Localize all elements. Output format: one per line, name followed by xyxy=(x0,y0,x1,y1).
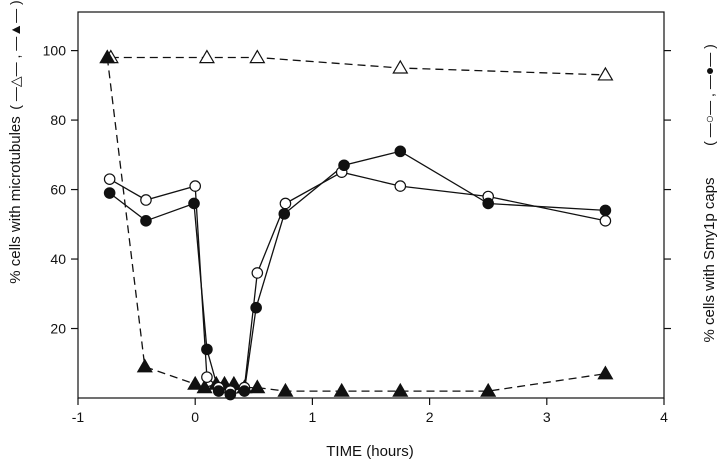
x-tick-label: 4 xyxy=(660,409,668,425)
series-line-0 xyxy=(110,56,606,76)
y-axis-legend-left: ( —△— , —▲— ) xyxy=(7,0,23,109)
filled-triangle-point xyxy=(99,49,116,64)
filled-circle-point xyxy=(238,385,251,397)
y-tick-labels: 20 40 60 80 100 xyxy=(43,43,67,337)
filled-circle-point xyxy=(338,159,350,172)
y-tick-label: 20 xyxy=(50,321,66,337)
open-circle-point xyxy=(140,194,152,206)
filled-circle-point xyxy=(188,197,200,210)
series-lines xyxy=(106,56,606,396)
x-tick-label: 0 xyxy=(191,409,199,425)
filled-circle-point xyxy=(103,187,116,199)
x-tick-label: 2 xyxy=(426,409,434,425)
open-triangle-point xyxy=(597,66,614,81)
axes xyxy=(71,11,671,405)
open-triangle-point xyxy=(249,49,266,64)
x-tick-label: 1 xyxy=(309,409,317,425)
plot-frame xyxy=(77,11,665,399)
filled-circle-point xyxy=(482,197,494,210)
y-tick-label: 80 xyxy=(50,112,66,128)
filled-triangle-point xyxy=(249,379,266,394)
series-markers xyxy=(99,49,614,401)
filled-circle-point xyxy=(201,343,213,356)
series-line-1 xyxy=(106,57,606,392)
filled-triangle-point xyxy=(136,358,153,373)
open-circle-point xyxy=(599,215,612,227)
x-tick-label: -1 xyxy=(72,409,85,425)
open-circle-point xyxy=(279,197,292,210)
y-tick-label: 60 xyxy=(50,182,66,198)
filled-circle-point xyxy=(394,145,407,158)
open-circle-point xyxy=(189,180,201,192)
y-axis-title-left: % cells with microtubules xyxy=(7,116,24,284)
filled-triangle-point xyxy=(196,379,213,394)
y-tick-label: 100 xyxy=(43,43,67,59)
filled-circle-point xyxy=(278,208,291,220)
filled-triangle-point xyxy=(392,382,409,397)
filled-circle-point xyxy=(140,215,152,227)
open-circle-point xyxy=(103,173,116,185)
y-axis-title-right: % cells with Smy1p caps xyxy=(701,177,718,342)
open-circle-point xyxy=(251,267,264,279)
open-circle-point xyxy=(201,371,213,383)
filled-triangle-point xyxy=(480,382,497,397)
x-tick-label: 3 xyxy=(543,409,551,425)
open-triangle-point xyxy=(392,59,409,74)
filled-circle-point xyxy=(599,204,612,217)
open-circle-point xyxy=(394,180,407,192)
y-tick-label: 40 xyxy=(50,251,66,267)
x-axis-title: TIME (hours) xyxy=(326,443,414,460)
series-line-2 xyxy=(109,171,606,392)
y-axis-legend-right: ( —○— , —●— ) xyxy=(701,44,717,146)
series-line-3 xyxy=(109,150,606,396)
x-tick-labels: -1 0 1 2 3 4 xyxy=(72,409,668,425)
filled-triangle-point xyxy=(277,382,294,397)
filled-circle-point xyxy=(250,301,262,314)
filled-triangle-point xyxy=(597,365,614,380)
filled-triangle-point xyxy=(187,375,204,390)
filled-triangle-point xyxy=(333,382,350,397)
filled-circle-point xyxy=(224,388,237,401)
filled-circle-point xyxy=(212,385,225,397)
open-triangle-point xyxy=(198,49,215,64)
